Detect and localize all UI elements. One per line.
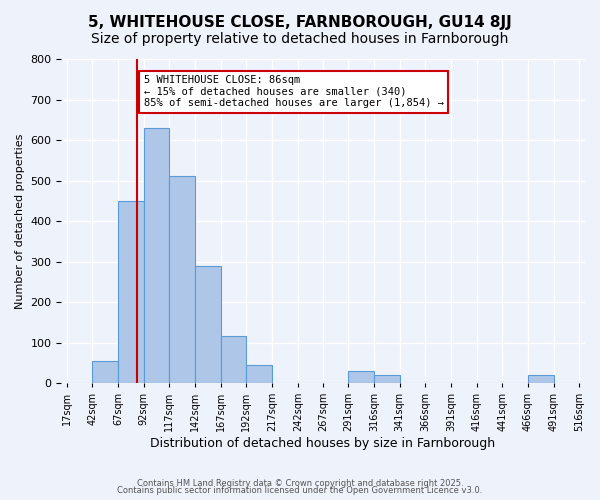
Bar — [528, 375, 554, 383]
Bar — [374, 375, 400, 383]
Bar — [169, 176, 195, 383]
Text: Contains HM Land Registry data © Crown copyright and database right 2025.: Contains HM Land Registry data © Crown c… — [137, 478, 463, 488]
X-axis label: Distribution of detached houses by size in Farnborough: Distribution of detached houses by size … — [151, 437, 496, 450]
Bar — [92, 361, 118, 383]
Text: 5 WHITEHOUSE CLOSE: 86sqm
← 15% of detached houses are smaller (340)
85% of semi: 5 WHITEHOUSE CLOSE: 86sqm ← 15% of detac… — [143, 75, 443, 108]
Bar — [195, 266, 221, 383]
Bar — [348, 371, 374, 383]
Text: 5, WHITEHOUSE CLOSE, FARNBOROUGH, GU14 8JJ: 5, WHITEHOUSE CLOSE, FARNBOROUGH, GU14 8… — [88, 15, 512, 30]
Bar — [247, 365, 272, 383]
Y-axis label: Number of detached properties: Number of detached properties — [15, 134, 25, 308]
Text: Contains public sector information licensed under the Open Government Licence v3: Contains public sector information licen… — [118, 486, 482, 495]
Bar — [143, 128, 169, 383]
Text: Size of property relative to detached houses in Farnborough: Size of property relative to detached ho… — [91, 32, 509, 46]
Bar — [221, 336, 247, 383]
Bar — [118, 201, 143, 383]
